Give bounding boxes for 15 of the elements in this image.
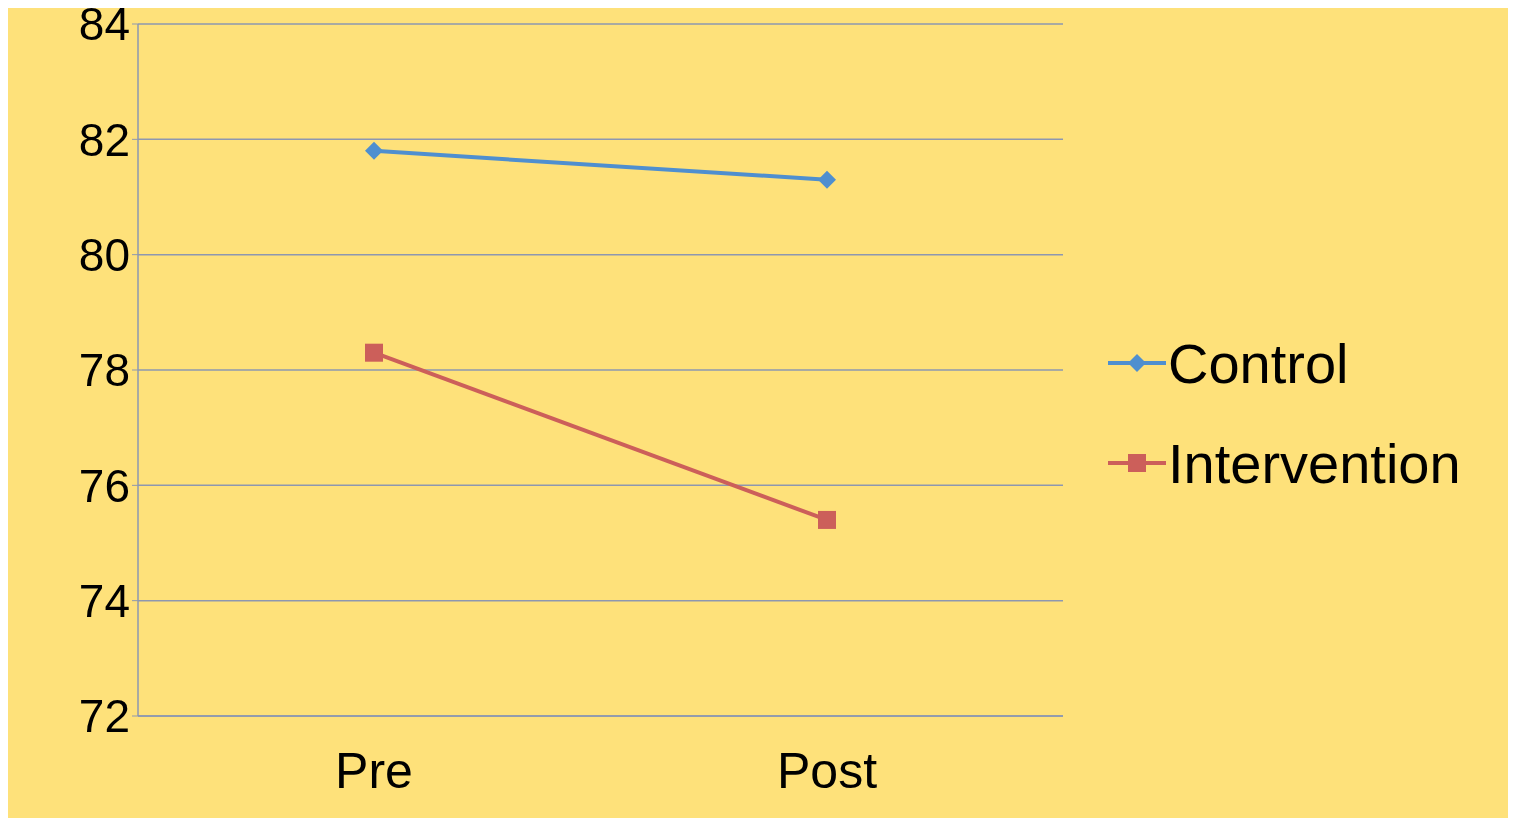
y-tick-label: 76 [78,459,130,512]
y-tick-label: 72 [78,690,130,743]
x-tick-label: Post [776,742,878,799]
y-tick-label: 80 [78,229,130,281]
y-tick-label: 82 [78,113,130,166]
point [818,510,836,529]
legend-label: Intervention [1168,430,1461,496]
point [365,343,383,362]
legend-label: Control [1168,330,1349,396]
x-tick-label: Pre [335,742,413,799]
point [818,170,836,189]
y-tick-label: 74 [78,575,130,627]
y-tick-label: 78 [78,344,130,397]
y-tick-label: 84 [78,0,130,51]
point [365,141,383,160]
